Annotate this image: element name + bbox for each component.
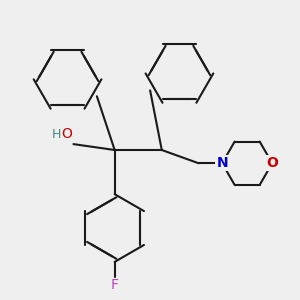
Text: O: O bbox=[266, 156, 278, 170]
Text: F: F bbox=[111, 278, 119, 292]
Text: O: O bbox=[61, 127, 72, 141]
Text: N: N bbox=[216, 156, 228, 170]
Text: H: H bbox=[51, 128, 61, 141]
